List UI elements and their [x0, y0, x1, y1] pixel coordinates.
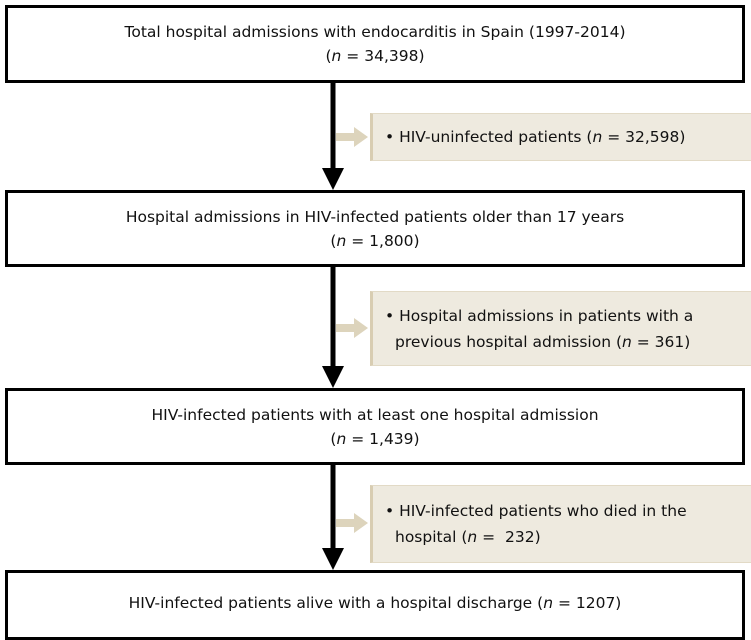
text: (: [330, 231, 337, 250]
text-line: Hospital admissions in HIV-infected pati…: [126, 205, 624, 229]
italic-text: n: [592, 128, 603, 146]
text: (: [325, 47, 332, 65]
italic-text: n: [331, 47, 342, 65]
text: Total hospital admissions with endocardi…: [124, 23, 626, 41]
text-line: • Hospital admissions in patients with a: [385, 303, 751, 329]
text: HIV-infected patients with at least one …: [151, 405, 599, 424]
italic-text: n: [336, 231, 347, 250]
italic-text: n: [622, 332, 632, 351]
text: = 1,800): [346, 231, 420, 250]
italic-text: n: [336, 429, 347, 448]
text-line: Total hospital admissions with endocardi…: [125, 20, 626, 44]
text-line: HIV-infected patients alive with a hospi…: [129, 591, 622, 615]
main-arrows: [322, 82, 344, 570]
text: = 1,439): [346, 429, 420, 448]
arrow-head: [322, 366, 344, 388]
text-line: HIV-infected patients with at least one …: [151, 403, 598, 427]
exclusion-box: • Hospital admissions in patients with a…: [370, 291, 751, 366]
text: = 32,598): [602, 128, 686, 146]
text: = 34,398): [341, 47, 425, 65]
text: Hospital admissions in HIV-infected pati…: [125, 207, 625, 226]
step-box: Total hospital admissions with endocardi…: [5, 5, 745, 83]
text-line: • HIV-infected patients who died in the: [385, 498, 751, 524]
italic-text: n: [543, 594, 554, 612]
text-line: previous hospital admission (n = 361): [385, 329, 751, 355]
side-arrow: [336, 513, 368, 533]
side-arrow: [336, 318, 368, 338]
text: (: [330, 429, 337, 448]
step-box: HIV-infected patients alive with a hospi…: [5, 570, 745, 640]
text: = 1207): [553, 594, 622, 612]
exclusion-box: • HIV-uninfected patients (n = 32,598): [370, 113, 751, 161]
side-arrow: [336, 127, 368, 147]
text-line: (n = 1,439): [330, 427, 419, 451]
text-line: hospital (n = 232): [385, 524, 751, 550]
text: • HIV-uninfected patients (: [385, 128, 593, 146]
text: previous hospital admission (: [395, 332, 623, 351]
step-box: HIV-infected patients with at least one …: [5, 388, 745, 465]
text-line: (n = 34,398): [325, 44, 424, 68]
side-arrows: [336, 127, 368, 533]
step-box: Hospital admissions in HIV-infected pati…: [5, 190, 745, 267]
exclusion-box: • HIV-infected patients who died in the h…: [370, 485, 751, 563]
text: • HIV-infected patients who died in the: [385, 502, 687, 520]
text: • Hospital admissions in patients with a: [385, 306, 694, 325]
text: hospital (: [395, 528, 468, 546]
text: = 232): [477, 528, 541, 546]
text-line: • HIV-uninfected patients (n = 32,598): [385, 124, 751, 150]
text: = 361): [631, 332, 691, 351]
text: HIV-infected patients alive with a hospi…: [128, 594, 544, 612]
text-line: (n = 1,800): [330, 229, 419, 253]
italic-text: n: [467, 528, 478, 546]
arrow-head: [322, 548, 344, 570]
arrow-head: [322, 168, 344, 190]
